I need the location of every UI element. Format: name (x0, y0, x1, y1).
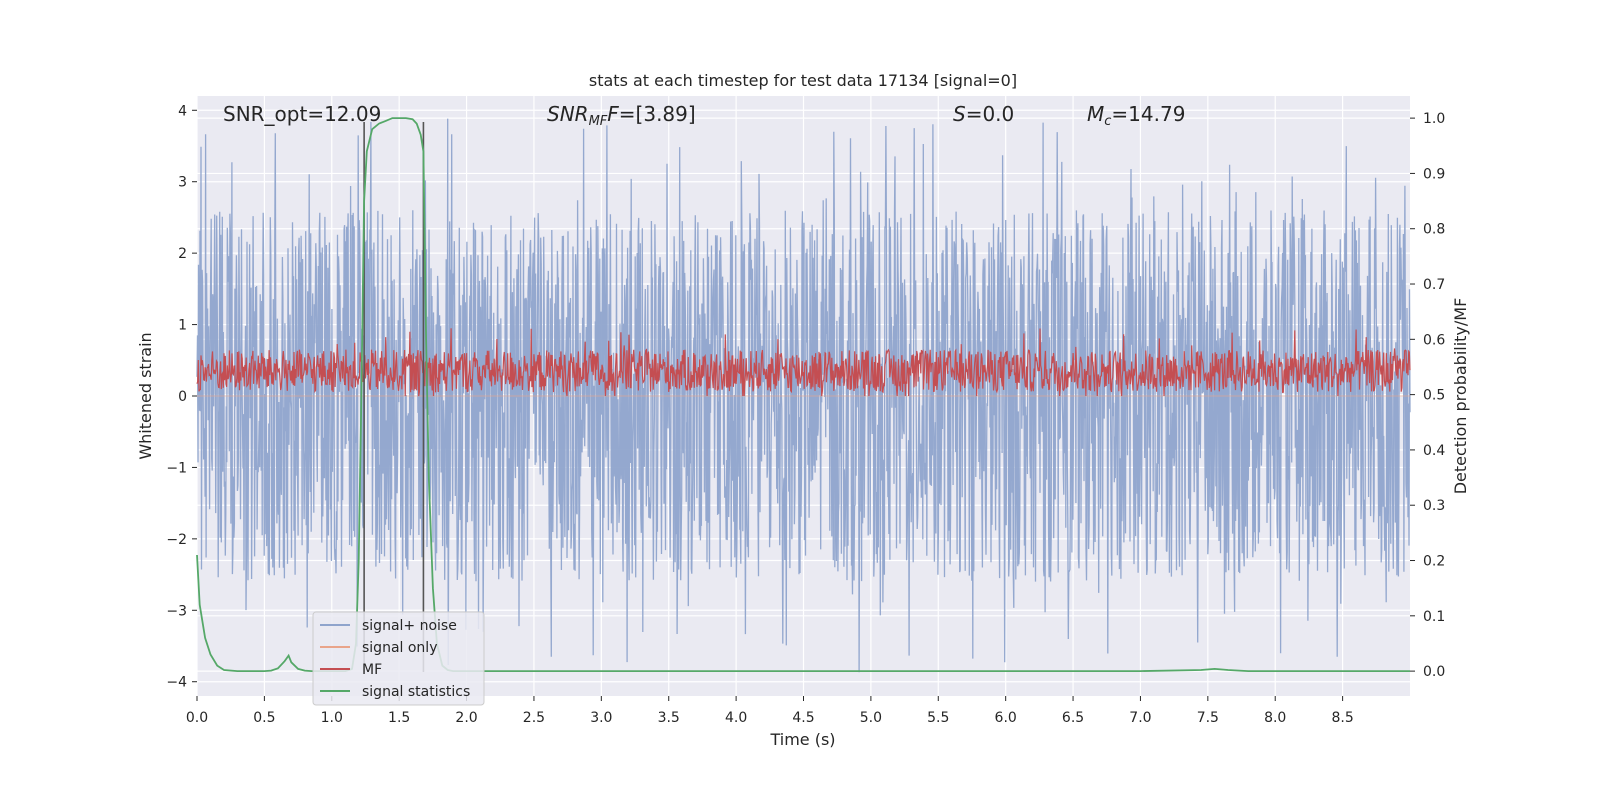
annotation-mc-symbol: M (1087, 102, 1104, 126)
x-tick-label: 6.5 (1062, 710, 1084, 726)
annotation-s: S=0.0 (953, 102, 1014, 126)
x-axis-label: Time (s) (769, 730, 835, 749)
annotation-snr-mf-f: F (607, 102, 619, 126)
x-tick-label: 5.5 (927, 710, 949, 726)
y-right-tick-label: 0.8 (1423, 222, 1445, 238)
x-tick-label: 5.0 (860, 710, 882, 726)
y-right-tick-label: 0.1 (1423, 609, 1445, 625)
y-tick-label: 2 (178, 246, 187, 262)
x-tick-label: 0.5 (253, 710, 275, 726)
annotation-snr-mf-symbol: SNR (547, 102, 589, 126)
x-tick-label: 6.0 (995, 710, 1017, 726)
legend-label-signal-noise: signal+ noise (362, 618, 457, 634)
series-signal-noise-line (196, 118, 1411, 673)
x-tick-label: 8.5 (1331, 710, 1353, 726)
x-tick-label: 7.0 (1129, 710, 1151, 726)
legend-label-mf: MF (362, 662, 382, 678)
y-right-tick-label: 0.9 (1423, 166, 1445, 182)
y-right-tick-label: 0.4 (1423, 443, 1445, 459)
y-tick-label: −3 (166, 603, 187, 619)
y-tick-label: 3 (178, 175, 187, 191)
legend-label-signal-statistics: signal statistics (362, 684, 470, 700)
y-axis-label: Whitened strain (136, 332, 155, 459)
x-tick-label: 8.0 (1264, 710, 1286, 726)
y-right-tick-label: 0.5 (1423, 388, 1445, 404)
x-tick-label: 0.0 (186, 710, 208, 726)
y-right-tick-label: 0.2 (1423, 554, 1445, 570)
annotation-mc-value: =14.79 (1111, 102, 1185, 126)
series-mf-line (196, 328, 1411, 397)
x-tick-label: 3.0 (590, 710, 612, 726)
series-signal-statistics-line (196, 117, 1410, 672)
x-tick-label: 1.0 (321, 710, 343, 726)
y-tick-label: 0 (178, 389, 187, 405)
y-tick-label: −4 (166, 675, 187, 691)
x-tick-label: 1.5 (388, 710, 410, 726)
y-right-tick-label: 0.3 (1423, 498, 1445, 514)
y-tick-label: −2 (166, 532, 187, 548)
annotation-snr-mf-value: =[3.89] (619, 102, 696, 126)
y-right-tick-label: 0.7 (1423, 277, 1445, 293)
legend: signal+ noise signal only MF signal stat… (312, 611, 485, 706)
y-tick-label: 1 (178, 318, 187, 334)
annotation-snr-mf: SNRMFF=[3.89] (547, 102, 696, 129)
y-tick-label: −1 (166, 460, 187, 476)
y-right-tick-label: 0.0 (1423, 664, 1445, 680)
legend-label-signal-only: signal only (362, 640, 437, 656)
x-tick-label: 3.5 (658, 710, 680, 726)
x-tick-label: 4.5 (792, 710, 814, 726)
ticks: 0.0 0.5 1.0 1.5 2.0 2.5 3.0 3.5 4.0 4.5 5.0 5.5 6.0 6… (166, 103, 1445, 726)
y-right-axis-label: Detection probability/MF (1451, 298, 1470, 495)
x-tick-label: 4.0 (725, 710, 747, 726)
legend-box (312, 611, 485, 706)
annotation-snr-mf-subscript: MF (589, 114, 608, 129)
y-right-tick-label: 0.6 (1423, 332, 1445, 348)
annotation-s-value: =0.0 (966, 102, 1015, 126)
y-right-tick-label: 1.0 (1423, 111, 1445, 127)
y-tick-label: 4 (178, 103, 187, 119)
data-layer (196, 117, 1411, 673)
annotation-mc-subscript: c (1104, 114, 1111, 129)
x-tick-label: 2.5 (523, 710, 545, 726)
x-tick-label: 7.5 (1197, 710, 1219, 726)
annotation-snr-opt: SNR_opt=12.09 (223, 102, 381, 126)
x-tick-label: 2.0 (455, 710, 477, 726)
annotation-s-symbol: S (953, 102, 966, 126)
annotation-mc: Mc=14.79 (1087, 102, 1185, 129)
chart-title: stats at each timestep for test data 171… (589, 71, 1017, 90)
